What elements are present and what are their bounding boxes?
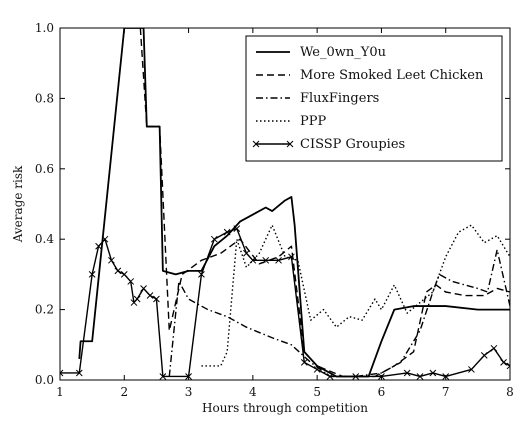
x-tick-label-6: 7 [442,385,450,399]
legend-label-3: PPP [300,114,326,129]
series-marker-4-37 [500,359,507,366]
series-marker-4-38 [506,362,510,370]
series-marker-4-1 [75,369,83,377]
legend-marker-4-0 [252,140,260,148]
plot-frame [59,27,511,381]
legend-label-4: CISSP Groupies [300,137,405,152]
x-tick-label-2: 3 [185,385,193,399]
series-marker-4-27 [326,373,334,380]
y-tick-label-5: 1.0 [35,21,54,35]
x-tick-label-7: 8 [506,385,514,399]
series-marker-4-12 [146,292,154,299]
series-marker-4-3 [95,242,102,250]
y-tick-label-2: 0.4 [35,232,54,246]
series-marker-4-23 [275,256,282,264]
series-marker-4-20 [243,249,250,257]
x-tick-label-5: 6 [378,385,386,399]
series-marker-4-28 [352,373,360,380]
series-marker-4-14 [159,373,167,380]
series-marker-4-16 [198,271,205,278]
series-line-3 [201,224,510,367]
series-marker-4-18 [223,228,231,236]
series-marker-4-34 [468,366,475,373]
series-marker-4-30 [403,369,411,377]
y-tick-label-3: 0.6 [35,162,54,176]
series-marker-4-21 [249,256,257,264]
series-marker-4-24 [288,253,295,261]
series-marker-4-26 [313,366,321,373]
legend: We_0wn_Y0u More Smoked Leet Chicken FluxFi… [245,35,503,162]
y-axis-label: Average risk [11,165,25,243]
axes: 1 2 3 4 5 6 7 8 0.0 0.2 0.4 0.6 0.8 1.0 Hours through … [11,21,514,415]
series-marker-4-22 [262,256,270,264]
series-marker-4-4 [101,235,109,243]
x-tick-label-0: 1 [56,385,64,399]
series-marker-4-6 [114,267,122,275]
legend-label-0: We_0wn_Y0u [300,45,386,60]
series-marker-4-36 [490,344,498,352]
series-marker-4-8 [127,278,135,285]
series-line-4 [60,227,510,378]
series-marker-4-17 [210,235,218,243]
legend-label-2: FluxFingers [300,91,379,106]
x-tick-label-4: 5 [313,385,321,399]
series-marker-4-11 [140,285,147,292]
series-marker-4-13 [153,295,160,303]
legend-marker-4-1 [286,140,294,148]
plot-area [60,28,510,380]
series-marker-4-32 [429,369,437,377]
series-marker-4-10 [133,295,141,303]
series-marker-4-5 [108,256,115,264]
x-tick-label-1: 2 [120,385,128,399]
series-line-2 [168,249,510,378]
series-marker-4-25 [300,359,308,366]
y-tick-label-4: 0.8 [35,91,54,105]
x-axis-label: Hours through competition [202,401,368,415]
series-marker-4-35 [480,352,488,359]
y-tick-label-0: 0.0 [35,373,54,387]
legend-label-1: More Smoked Leet Chicken [300,68,484,83]
series-marker-4-19 [233,225,241,232]
series-marker-4-0 [60,369,64,377]
series-marker-4-31 [416,373,424,380]
x-tick-label-3: 4 [249,385,257,399]
y-tick-label-1: 0.2 [35,303,54,317]
series-marker-4-7 [120,271,128,278]
series-marker-4-2 [88,271,96,278]
